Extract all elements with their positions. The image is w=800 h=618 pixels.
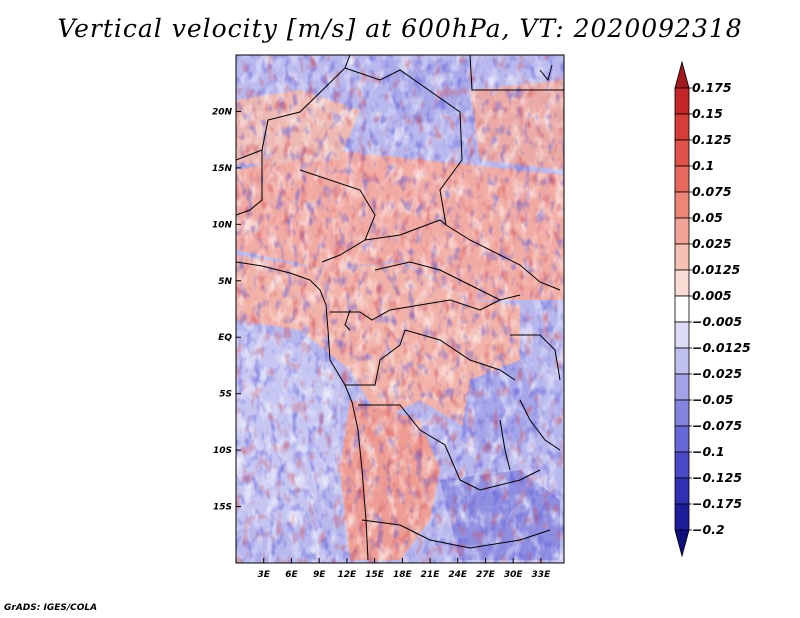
x-tick-label: 27E (476, 570, 496, 580)
chart-title: Vertical velocity [m/s] at 600hPa, VT: 2… (57, 14, 743, 43)
map-frame (235, 54, 565, 564)
y-axis: 20N 15N 10N 5N EQ 5S 10S 15S (212, 107, 241, 513)
colorbar-box (674, 191, 690, 219)
colorbar-label: −0.175 (692, 496, 742, 511)
colorbar-box (674, 451, 690, 479)
x-axis: 3E 6E 9E 12E 15E 18E 21E 24E 27E 30E 33E (258, 558, 552, 580)
colorbar-label: −0.075 (692, 418, 742, 433)
country-borders (236, 55, 564, 561)
colorbar-label: −0.0125 (692, 340, 751, 355)
colorbar-label: 0.1 (692, 158, 714, 173)
colorbar-label: 0.175 (692, 80, 732, 95)
colorbar-box (674, 295, 690, 323)
y-tick-label: 5S (219, 390, 232, 400)
colorbar-label: −0.05 (692, 392, 734, 407)
colorbar-box (674, 217, 690, 245)
colorbar-label: 0.025 (692, 236, 732, 251)
y-tick-label: 10S (213, 446, 232, 456)
y-tick-label: 15S (213, 503, 232, 513)
colorbar-box (674, 60, 690, 89)
colorbar-box (674, 113, 690, 141)
velocity-field (236, 55, 564, 563)
x-tick-label: 9E (313, 570, 326, 580)
x-tick-label: 3E (258, 570, 271, 580)
colorbar: 0.175 0.15 0.125 0.1 0.075 0.05 0.025 0.0125 0.0… (674, 60, 751, 558)
x-tick-label: 12E (338, 570, 358, 580)
colorbar-box (674, 477, 690, 505)
x-tick-label: 33E (532, 570, 552, 580)
colorbar-box (674, 503, 690, 531)
y-tick-label: 20N (212, 107, 233, 117)
y-tick-label: 10N (212, 220, 233, 230)
colorbar-box (674, 87, 690, 115)
colorbar-label: −0.2 (692, 522, 725, 537)
grads-credit: GrADS: IGES/COLA (4, 603, 98, 613)
colorbar-label: 0.15 (692, 106, 723, 121)
x-tick-label: 30E (504, 570, 524, 580)
colorbar-box (674, 243, 690, 271)
y-tick-label: EQ (218, 333, 232, 343)
x-tick-label: 24E (448, 570, 468, 580)
colorbar-label: −0.125 (692, 470, 742, 485)
colorbar-label: 0.05 (692, 210, 723, 225)
colorbar-box (674, 139, 690, 167)
colorbar-box (674, 425, 690, 453)
colorbar-box (674, 373, 690, 401)
colorbar-label: 0.005 (692, 288, 732, 303)
x-tick-label: 15E (365, 570, 385, 580)
y-tick-label: 5N (218, 277, 232, 287)
colorbar-label: −0.1 (692, 444, 725, 459)
x-tick-label: 6E (285, 570, 298, 580)
colorbar-box (674, 529, 690, 558)
colorbar-label: −0.025 (692, 366, 742, 381)
colorbar-label: 0.0125 (692, 262, 741, 277)
colorbar-box (674, 165, 690, 193)
colorbar-box (674, 347, 690, 375)
colorbar-label: 0.075 (692, 184, 732, 199)
colorbar-box (674, 399, 690, 427)
colorbar-label: −0.005 (692, 314, 742, 329)
y-tick-label: 15N (212, 164, 233, 174)
colorbar-label: 0.125 (692, 132, 732, 147)
colorbar-box (674, 321, 690, 349)
colorbar-box (674, 269, 690, 297)
x-tick-label: 18E (393, 570, 413, 580)
x-tick-label: 21E (421, 570, 441, 580)
